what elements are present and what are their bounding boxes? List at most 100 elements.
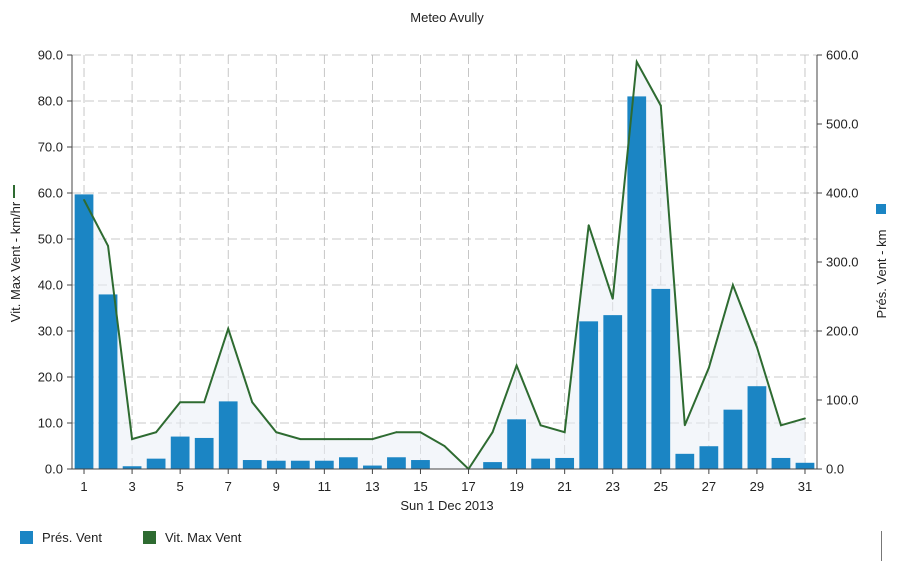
line-point-day-27 bbox=[707, 366, 710, 369]
line-point-day-24 bbox=[635, 61, 638, 63]
line-point-day-20 bbox=[539, 424, 542, 427]
bar-day-3 bbox=[122, 466, 142, 469]
line-point-day-6 bbox=[203, 401, 206, 404]
left-axis-label: Vit. Max Vent - km/hr bbox=[8, 201, 23, 322]
bar-day-29 bbox=[747, 386, 767, 469]
x-tick-label: 29 bbox=[750, 479, 764, 494]
bar-day-15 bbox=[411, 460, 430, 469]
line-point-day-16 bbox=[443, 445, 446, 447]
line-point-day-22 bbox=[587, 224, 590, 227]
line-point-day-29 bbox=[756, 346, 758, 348]
line-point-day-11 bbox=[323, 438, 326, 440]
x-tick-label: 11 bbox=[318, 479, 332, 494]
x-tick-label: 17 bbox=[461, 479, 475, 494]
bar-day-28 bbox=[723, 409, 743, 469]
left-tick-label: 70.0 bbox=[38, 140, 63, 155]
right-tick-label: 400.0 bbox=[826, 186, 859, 201]
right-tick-label: 0.0 bbox=[826, 462, 844, 477]
line-point-day-26 bbox=[683, 424, 686, 427]
left-tick-label: 40.0 bbox=[38, 278, 63, 293]
x-axis-label: Sun 1 Dec 2013 bbox=[400, 498, 493, 513]
bar-series bbox=[74, 96, 815, 470]
line-point-day-4 bbox=[155, 431, 158, 434]
line-point-day-13 bbox=[371, 438, 374, 440]
left-axis-legend-swatch bbox=[13, 185, 15, 198]
line-point-day-18 bbox=[491, 431, 494, 434]
left-tick-label: 10.0 bbox=[38, 416, 63, 431]
right-axis-legend-swatch bbox=[876, 204, 886, 214]
line-point-day-15 bbox=[419, 431, 422, 434]
x-tick-label: 15 bbox=[413, 479, 427, 494]
line-point-day-9 bbox=[275, 431, 278, 434]
line-point-day-23 bbox=[611, 297, 614, 300]
x-tick-label: 31 bbox=[798, 479, 812, 494]
right-tick-label: 200.0 bbox=[826, 324, 859, 339]
x-tick-label: 3 bbox=[128, 479, 135, 494]
line-area-fill bbox=[84, 61, 805, 470]
x-tick-label: 19 bbox=[509, 479, 523, 494]
x-tick-label: 23 bbox=[605, 479, 619, 494]
line-point-day-31 bbox=[804, 417, 806, 420]
bar-day-18 bbox=[483, 462, 502, 469]
bar-day-26 bbox=[675, 453, 695, 469]
x-tick-label: 9 bbox=[273, 479, 280, 494]
legend-bar: Prés. Vent bbox=[20, 530, 102, 545]
line-point-day-5 bbox=[179, 401, 182, 404]
left-tick-label: 80.0 bbox=[38, 94, 63, 109]
grid bbox=[72, 54, 817, 470]
left-tick-label: 0.0 bbox=[45, 462, 63, 477]
right-axis-label: Prés. Vent - km bbox=[874, 230, 889, 319]
x-tick-label: 5 bbox=[177, 479, 184, 494]
line-point-day-25 bbox=[659, 104, 662, 107]
legend-bar-label: Prés. Vent bbox=[42, 530, 102, 545]
left-tick-label: 30.0 bbox=[38, 324, 63, 339]
x-tick-label: 1 bbox=[80, 479, 87, 494]
line-point-day-28 bbox=[731, 284, 734, 286]
bar-day-20 bbox=[531, 458, 551, 469]
right-tick-label: 500.0 bbox=[826, 117, 859, 132]
bar-day-11 bbox=[314, 460, 334, 469]
line-point-day-7 bbox=[227, 327, 230, 330]
line-point-day-2 bbox=[107, 245, 109, 247]
right-tick-label: 100.0 bbox=[826, 393, 859, 408]
line-point-day-10 bbox=[299, 438, 302, 440]
bar-day-12 bbox=[338, 457, 358, 469]
bar-day-19 bbox=[507, 419, 526, 469]
x-axis-ticks: 1 3 5 7 9 11 13 15 17 19 21 23 25 27 29 31 bbox=[80, 469, 812, 494]
bar-day-22 bbox=[579, 321, 599, 469]
right-tick-label: 600.0 bbox=[826, 48, 859, 63]
bar-day-9 bbox=[266, 460, 286, 469]
bar-day-2 bbox=[98, 294, 118, 469]
line-point-day-3 bbox=[131, 438, 133, 440]
divider bbox=[881, 531, 882, 561]
left-axis-ticks: 0.0 10.0 20.0 30.0 40.0 50.0 60.0 70.0 80.0 90.0 bbox=[38, 48, 72, 477]
x-tick-label: 25 bbox=[654, 479, 668, 494]
bar-day-1 bbox=[74, 194, 94, 469]
left-tick-label: 20.0 bbox=[38, 370, 63, 385]
x-tick-label: 13 bbox=[365, 479, 379, 494]
bar-day-31 bbox=[795, 462, 815, 469]
x-tick-label: 27 bbox=[702, 479, 716, 494]
line-point-day-21 bbox=[563, 431, 566, 434]
x-tick-label: 21 bbox=[557, 479, 571, 494]
bar-day-4 bbox=[146, 458, 166, 469]
line-point-day-8 bbox=[251, 401, 254, 404]
bar-day-23 bbox=[603, 315, 623, 469]
line-point-day-14 bbox=[395, 431, 398, 434]
right-tick-label: 300.0 bbox=[826, 255, 859, 270]
bar-day-30 bbox=[771, 457, 791, 469]
legend-line-label: Vit. Max Vent bbox=[165, 530, 242, 545]
bar-day-21 bbox=[555, 457, 575, 469]
left-tick-label: 60.0 bbox=[38, 186, 63, 201]
legend-bar-swatch bbox=[20, 531, 33, 544]
bar-day-27 bbox=[699, 446, 719, 469]
line-point-day-1 bbox=[83, 199, 85, 201]
left-tick-label: 90.0 bbox=[38, 48, 63, 63]
x-tick-label: 7 bbox=[225, 479, 232, 494]
right-axis-ticks: 0.0 100.0 200.0 300.0 400.0 500.0 600.0 bbox=[817, 48, 859, 477]
legend-line: Vit. Max Vent bbox=[143, 530, 241, 545]
bar-day-5 bbox=[170, 436, 190, 469]
line-point-day-30 bbox=[780, 424, 782, 427]
